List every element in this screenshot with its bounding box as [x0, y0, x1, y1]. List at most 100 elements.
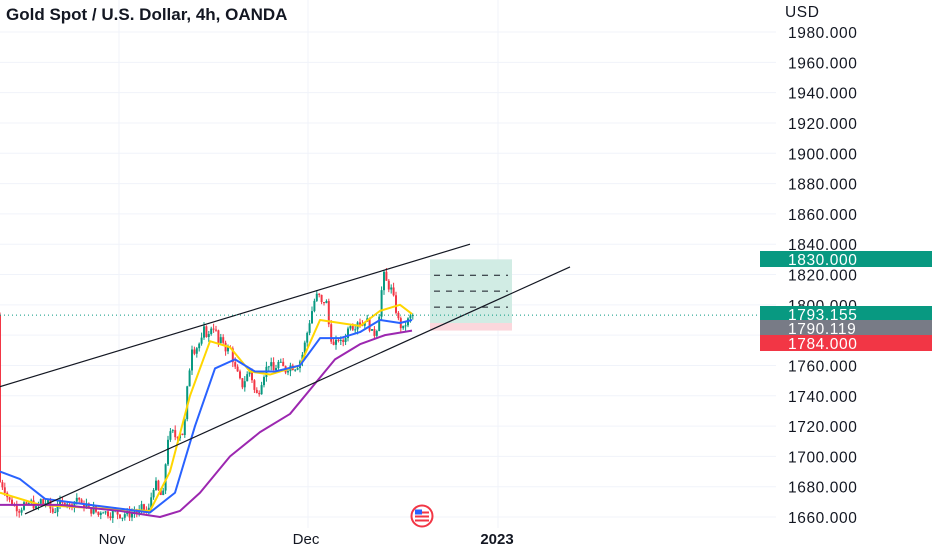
candle-body — [392, 287, 395, 296]
price-tick-label: 1680.000 — [788, 480, 857, 497]
candle-body — [241, 378, 244, 388]
time-axis[interactable]: Nov Dec 2023 — [99, 531, 514, 548]
candle-body — [275, 368, 277, 371]
candle-body — [119, 514, 121, 519]
candle-body — [231, 348, 234, 363]
candle-body — [143, 504, 145, 510]
candle-body — [236, 366, 239, 372]
position-tool[interactable] — [430, 259, 512, 331]
candle-body — [404, 325, 407, 327]
candle-body — [318, 293, 321, 295]
candle-body — [15, 505, 18, 512]
price-tick-label: 1720.000 — [788, 419, 857, 436]
candle-body — [253, 380, 256, 390]
candle-body — [174, 430, 177, 438]
candle-body — [0, 315, 1, 483]
candle-body — [371, 329, 373, 331]
candle-body — [164, 464, 167, 491]
trendline[interactable] — [0, 243, 471, 388]
candle-body — [207, 334, 210, 338]
candle-body — [68, 503, 71, 505]
candle-body — [27, 503, 30, 505]
price-badge-value: 1784.000 — [788, 336, 857, 353]
candle-body — [107, 511, 109, 517]
candle-body — [227, 347, 229, 352]
price-badge — [760, 306, 932, 322]
candle-body — [375, 331, 378, 336]
candle-body — [325, 301, 328, 304]
candle-body — [203, 326, 205, 338]
candle-body — [390, 287, 393, 290]
moving-averages — [0, 303, 413, 518]
candle-body — [351, 326, 354, 330]
price-tick-label: 1820.000 — [788, 268, 857, 285]
candle-body — [255, 389, 258, 393]
candle-body — [234, 362, 237, 367]
candle-body — [243, 381, 246, 388]
candle-body — [35, 506, 37, 509]
candle-body — [116, 510, 119, 515]
candle-body — [167, 439, 169, 465]
us-flag-economic-event-icon[interactable] — [410, 504, 434, 528]
stop-zone[interactable] — [430, 323, 512, 331]
candle-body — [342, 339, 345, 343]
price-tick-label: 1980.000 — [788, 25, 857, 42]
time-tick-label: Nov — [99, 531, 126, 548]
candle-body — [323, 302, 325, 304]
candle-body — [263, 377, 265, 386]
price-tick-label: 1920.000 — [788, 116, 857, 133]
candle-body — [104, 511, 107, 513]
candle-body — [258, 392, 261, 395]
candle-body — [3, 487, 6, 493]
price-tick-label: 1700.000 — [788, 449, 857, 466]
candle-body — [303, 342, 306, 355]
price-tick-label: 1840.000 — [788, 237, 857, 254]
moving-average-line — [0, 329, 413, 518]
trendlines[interactable] — [0, 243, 776, 515]
trendline[interactable] — [24, 266, 571, 515]
candle-body — [217, 330, 220, 344]
price-tick-label: 1900.000 — [788, 146, 857, 163]
candle-body — [102, 512, 105, 514]
candle-body — [152, 490, 155, 498]
candle-body — [308, 323, 311, 333]
candle-body — [23, 502, 25, 510]
candle-body — [354, 329, 357, 331]
candle-body — [219, 337, 222, 344]
candle-body — [97, 511, 100, 515]
candle-body — [56, 504, 59, 512]
candle-body — [131, 513, 133, 518]
candle-body — [287, 371, 289, 373]
candle-body — [311, 311, 313, 324]
candle-body — [267, 366, 270, 368]
candle-body — [215, 329, 217, 331]
candle-body — [239, 371, 241, 379]
candle-body — [200, 337, 203, 344]
price-tick-label: 1880.000 — [788, 177, 857, 194]
candle-body — [397, 312, 400, 319]
price-tick-label: 1940.000 — [788, 86, 857, 103]
candle-body — [109, 516, 112, 519]
candle-body — [63, 502, 66, 505]
candle-body — [368, 318, 371, 331]
candle-body — [359, 322, 361, 325]
price-badge — [760, 320, 932, 336]
candle-body — [387, 280, 390, 290]
candle-body — [251, 369, 253, 381]
candle-body — [212, 328, 215, 330]
candle-body — [349, 326, 352, 329]
candle-body — [335, 339, 337, 345]
candle-body — [123, 514, 126, 518]
candle-body — [92, 506, 95, 514]
candle-body — [99, 512, 102, 515]
candle-body — [195, 348, 198, 354]
candle-body — [183, 419, 186, 435]
candle-body — [8, 497, 11, 500]
candle-body — [327, 301, 330, 325]
candle-body — [277, 361, 280, 369]
currency-label: USD — [785, 4, 820, 21]
candle-body — [171, 430, 174, 432]
candle-body — [395, 295, 397, 313]
candle-body — [147, 507, 150, 512]
